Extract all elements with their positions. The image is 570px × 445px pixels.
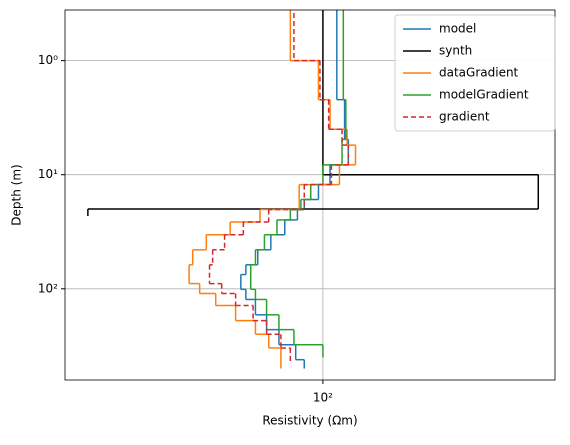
plot-area xyxy=(87,10,540,369)
x-axis-label: Resistivity (Ωm) xyxy=(262,414,357,428)
legend-label: synth xyxy=(439,44,472,58)
legend-label: model xyxy=(439,22,476,36)
legend-label: gradient xyxy=(439,110,490,124)
ticks: 10² 10⁰ 10¹ 10² xyxy=(38,53,333,404)
legend-label: modelGradient xyxy=(439,88,529,102)
legend-box xyxy=(394,14,556,132)
y-tick-label: 10¹ xyxy=(38,167,58,181)
y-axis-label: Depth (m) xyxy=(10,164,24,225)
x-tick-label: 10² xyxy=(313,391,333,405)
y-tick-label: 10⁰ xyxy=(38,53,58,67)
y-tick-label: 10² xyxy=(38,281,58,295)
axes-frame xyxy=(64,9,556,381)
legend-label: dataGradient xyxy=(439,66,519,80)
legend: model synth dataGradient modelGradient gradi… xyxy=(394,14,556,132)
